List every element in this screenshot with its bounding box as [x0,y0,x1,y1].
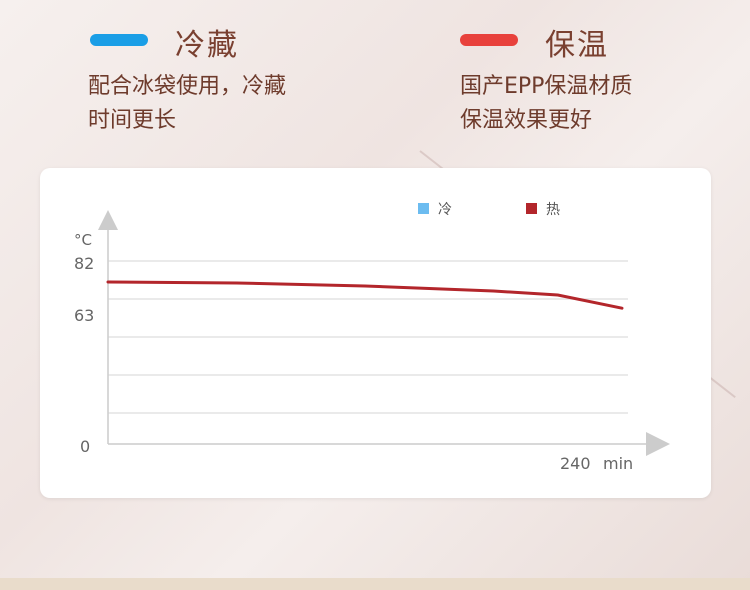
cold-indicator-pill [90,34,148,46]
cold-title: 冷藏 [175,28,239,63]
cold-desc-line: 配合冰袋使用，冷藏 [88,74,287,99]
warm-title: 保温 [545,28,609,63]
legend-label-cold: 冷 [438,202,452,218]
x-axis-arrow-icon [646,432,670,456]
y-axis-label: °C [74,231,92,249]
cold-desc-line: 时间更长 [88,108,177,133]
warm-desc-line: 国产EPP保温材质 [460,74,633,99]
warm-desc-line: 保温效果更好 [460,108,593,133]
bottom-strip [0,578,750,590]
legend-swatch-hot [526,203,537,214]
legend-label-hot: 热 [546,202,560,218]
y-axis-arrow-icon [98,210,118,230]
temperature-chart: °C 0 63 82 240 min 冷 热 [74,202,670,473]
cold-description: 配合冰袋使用，冷藏 时间更长 [88,70,286,138]
series-line-hot [106,280,624,310]
legend-swatch-cold [418,203,429,214]
x-tick-label: 240 [560,454,591,473]
warm-indicator-pill [460,34,518,46]
chart-card: °C 0 63 82 240 min 冷 热 [40,168,711,498]
y-tick-label: 82 [74,254,94,273]
y-tick-label: 63 [74,306,94,325]
y-tick-label: 0 [80,437,90,456]
warm-description: 国产EPP保温材质 保温效果更好 [460,70,632,138]
x-axis-label: min [603,454,633,473]
